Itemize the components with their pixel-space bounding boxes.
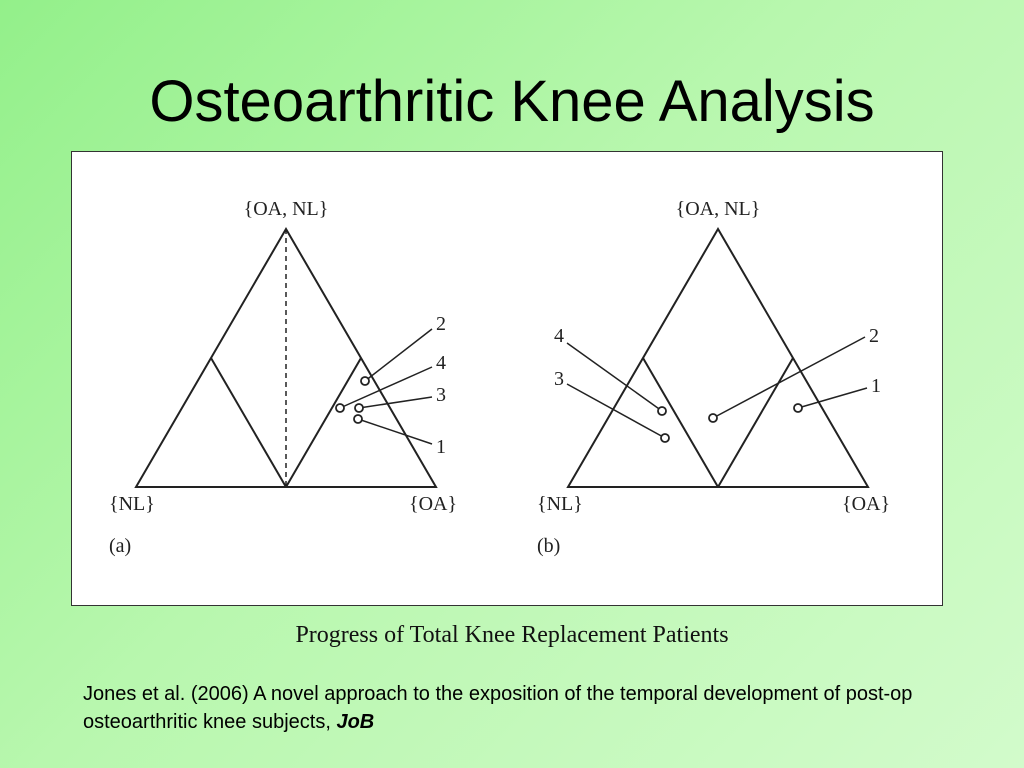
panel-a-point-2: [360, 376, 370, 386]
figure-caption: Progress of Total Knee Replacement Patie…: [295, 622, 729, 648]
panel-b-triangle: [566, 227, 870, 488]
panel-a-vertex-left: {NL}: [109, 493, 155, 515]
panel-b-leader-1: [797, 387, 868, 409]
panel-a-leader-4: [339, 366, 433, 409]
panel-a-point-1: [353, 414, 363, 424]
panel-b-point-4: [657, 406, 667, 416]
panel-a-vertex-right: {OA}: [409, 493, 457, 515]
panel-b-label: (b): [537, 535, 560, 557]
panel-b-leader-4: [566, 342, 663, 412]
panel-b-point-label-1: 1: [871, 375, 881, 397]
panel-b-point-3: [660, 433, 670, 443]
panel-a-point-label-2: 2: [436, 313, 446, 335]
panel-a-point-label-1: 1: [436, 436, 446, 458]
panel-a-leader-3: [358, 396, 433, 409]
panel-a-point-4: [335, 403, 345, 413]
panel-b-inner-right: [717, 357, 794, 488]
panel-a-point-3: [354, 403, 364, 413]
panel-b-point-label-4: 4: [554, 325, 564, 347]
panel-a-inner-left: [210, 357, 287, 488]
panel-a-inner-right: [285, 357, 362, 488]
panel-b-point-label-2: 2: [869, 325, 879, 347]
ternary-diagram: {OA, NL} {NL} {OA} (a) 2 4 3 1 {OA, NL} …: [109, 198, 890, 557]
citation-journal: JoB: [336, 711, 375, 733]
panel-a-point-label-3: 3: [436, 384, 446, 406]
panel-a-leader-1: [357, 418, 433, 445]
panel-a-point-label-4: 4: [436, 352, 446, 374]
figure-frame: {OA, NL} {NL} {OA} (a) 2 4 3 1 {OA, NL} …: [71, 151, 943, 606]
panel-b-leader-2: [712, 336, 866, 419]
slide-title: Osteoarthritic Knee Analysis: [149, 69, 875, 134]
citation: Jones et al. (2006) A novel approach to …: [83, 680, 943, 736]
panel-b-vertex-right: {OA}: [842, 493, 890, 515]
panel-b-point-1: [793, 403, 803, 413]
panel-b-inner-left: [642, 357, 719, 488]
panel-a-vertex-top: {OA, NL}: [244, 198, 329, 220]
panel-a-leader-2: [364, 328, 433, 382]
panel-b-vertex-left: {NL}: [537, 493, 583, 515]
panel-a-label: (a): [109, 535, 131, 557]
panel-b-point-label-3: 3: [554, 368, 564, 390]
panel-b-vertex-top: {OA, NL}: [676, 198, 761, 220]
panel-b-point-2: [708, 413, 718, 423]
panel-b-leader-3: [566, 383, 666, 439]
citation-text: Jones et al. (2006) A novel approach to …: [83, 683, 913, 733]
